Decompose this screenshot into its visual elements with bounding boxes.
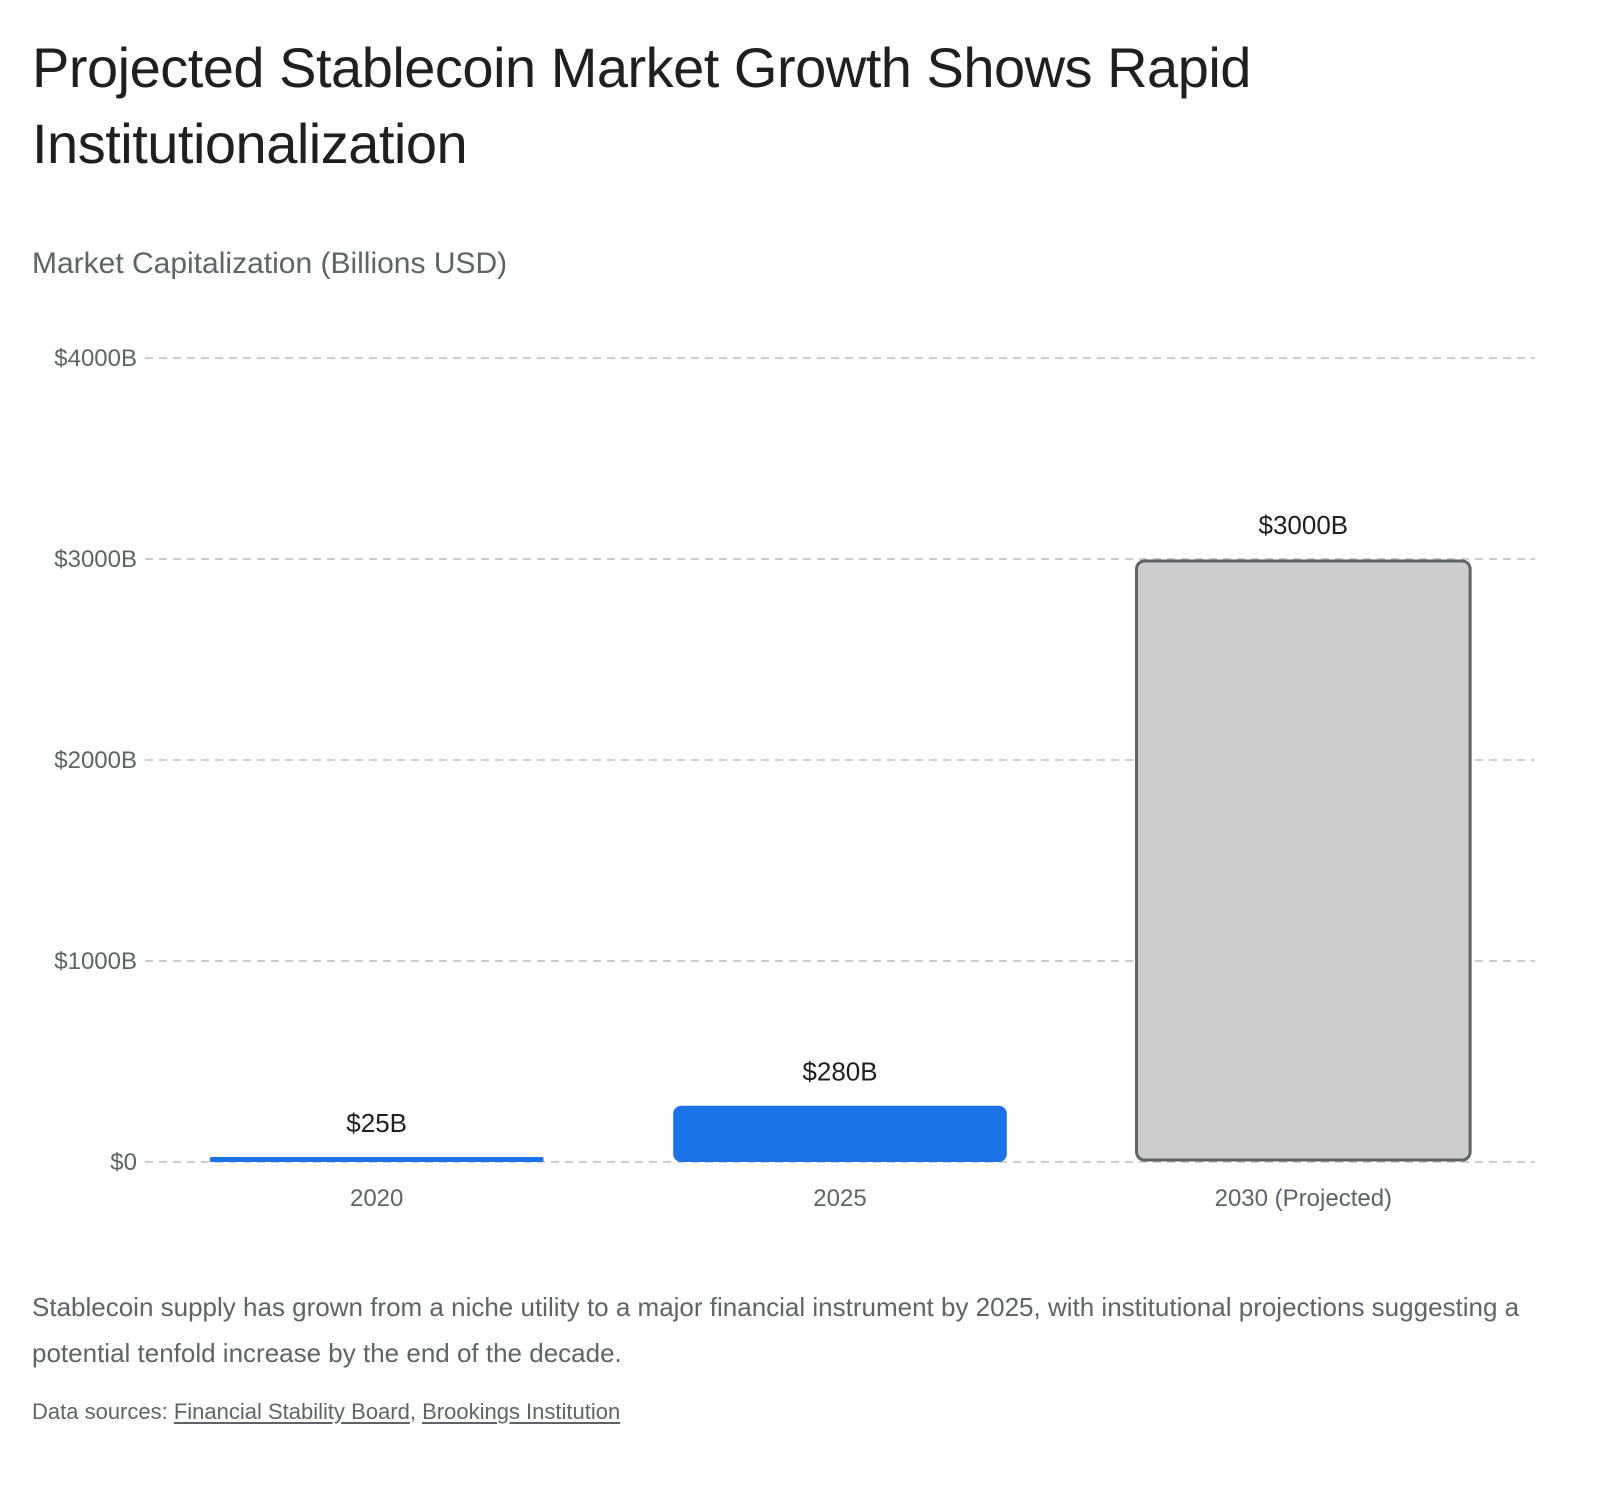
chart-caption: Stablecoin supply has grown from a niche… [32, 1292, 1520, 1368]
source-link-fsb[interactable]: Financial Stability Board [173, 1399, 410, 1424]
y-tick-label: $0 [110, 1149, 137, 1176]
y-tick-label: $3000B [54, 546, 137, 573]
bar-2025 [673, 1105, 1007, 1162]
bar-2030-projected- [1135, 559, 1472, 1162]
bar-2020 [209, 1156, 544, 1162]
y-tick-label: $2000B [54, 747, 137, 774]
x-tick-label: 2030 (Projected) [1215, 1185, 1392, 1212]
sources-prefix: Data sources: [32, 1399, 174, 1424]
chart-subtitle: Market Capitalization (Billions USD) [32, 247, 508, 280]
sources-separator: , [409, 1399, 423, 1424]
y-tick-label: $1000B [54, 948, 137, 975]
source-link-brookings[interactable]: Brookings Institution [422, 1399, 621, 1424]
x-tick-label: 2025 [813, 1185, 866, 1212]
x-tick-label: 2020 [350, 1185, 403, 1212]
data-label: $3000B [1259, 510, 1349, 540]
bar-chart: $0 $1000B $2000B $3000B $4000B $25B 2020 $280B 2… [54, 345, 1535, 1212]
data-label: $25B [346, 1108, 407, 1138]
y-tick-label: $4000B [54, 345, 137, 372]
data-label: $280B [802, 1057, 877, 1087]
data-sources: Data sources: Financial Stability Board,… [32, 1396, 620, 1428]
chart-title: Projected Stablecoin Market Growth Shows… [32, 36, 1251, 175]
